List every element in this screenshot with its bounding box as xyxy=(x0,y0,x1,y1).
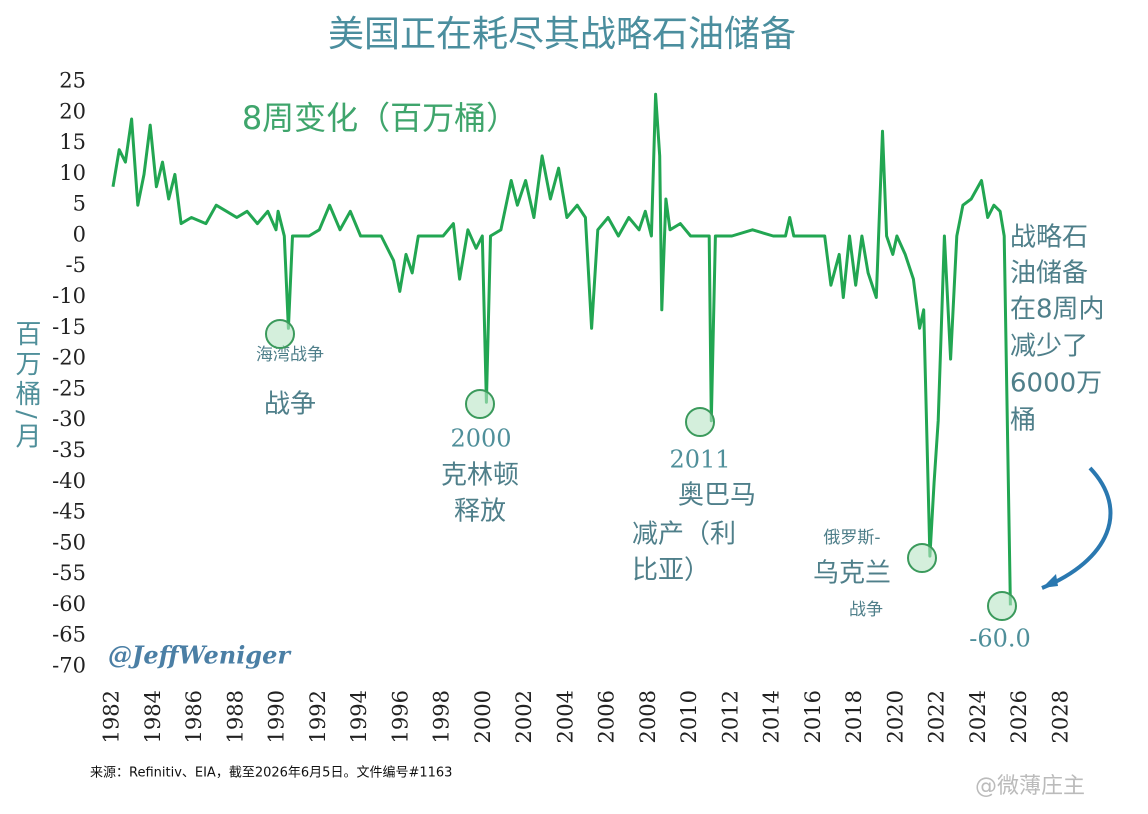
x-tick-label: 1998 xyxy=(430,690,454,743)
y-tick-label: 10 xyxy=(59,161,86,185)
y-axis-label: 百万桶/月 xyxy=(11,320,41,453)
y-tick-label: -60 xyxy=(52,592,86,616)
x-tick-label: 1990 xyxy=(265,690,289,743)
chart-title: 美国正在耗尽其战略石油储备 xyxy=(328,14,796,55)
data-line xyxy=(111,92,1012,606)
x-tick-label: 2010 xyxy=(677,690,701,743)
x-tick-label: 2028 xyxy=(1048,690,1072,743)
y-tick-label: -25 xyxy=(52,376,86,400)
annotation: 2000 xyxy=(450,425,511,453)
y-tick-label: -70 xyxy=(52,653,86,677)
x-tick-label: 2016 xyxy=(801,690,825,743)
x-tick-label: 2012 xyxy=(718,690,742,743)
highlight-circles xyxy=(265,319,1017,621)
x-tick-label: 2024 xyxy=(966,690,990,743)
x-tick-label: 2022 xyxy=(925,690,949,743)
x-tick-label: 2026 xyxy=(1007,690,1031,743)
y-tick-label: -30 xyxy=(52,407,86,431)
y-tick-label: 0 xyxy=(73,222,86,246)
y-tick-label: 5 xyxy=(73,192,86,216)
annotation: 克林顿 xyxy=(441,461,519,491)
source: 来源：Refinitiv、EIA，截至2026年6月5日。文件编号#1163 xyxy=(90,766,452,781)
handle: @JeffWeniger xyxy=(108,641,292,670)
annotation: 油储备 xyxy=(1010,259,1088,289)
annotation: 减少了 xyxy=(1010,332,1088,362)
y-tick-label: 20 xyxy=(59,99,86,123)
annotation: 比亚） xyxy=(632,556,710,586)
highlight-circle xyxy=(465,389,495,419)
annotation: -60.0 xyxy=(969,625,1031,653)
annotation: 奥巴马 xyxy=(678,481,756,511)
annotation: 战略石 xyxy=(1010,223,1088,253)
arrow xyxy=(1041,466,1113,590)
annotation: 俄罗斯- xyxy=(823,528,880,548)
annotation: 战争 xyxy=(849,600,883,620)
highlight-circle xyxy=(685,407,715,437)
watermark: @微薄庄主 xyxy=(975,774,1085,799)
annotation: 战争 xyxy=(264,390,316,420)
annotation: 桶 xyxy=(1010,406,1036,436)
chart-subtitle: 8周变化（百万桶） xyxy=(242,99,518,137)
x-tick-label: 2002 xyxy=(512,690,536,743)
x-tick-label: 1996 xyxy=(388,690,412,743)
x-tick-label: 1988 xyxy=(223,690,247,743)
annotation: 2011 xyxy=(669,446,730,474)
annotation: 释放 xyxy=(454,497,506,527)
x-tick-label: 2000 xyxy=(471,690,495,743)
y-tick-label: -65 xyxy=(52,623,86,647)
y-tick-label: -50 xyxy=(52,530,86,554)
x-tick-label: 2018 xyxy=(842,690,866,743)
y-tick-label: -40 xyxy=(52,469,86,493)
x-tick-label: 2006 xyxy=(595,690,619,743)
highlight-circle xyxy=(265,319,295,349)
x-tick-label: 1992 xyxy=(306,690,330,743)
annotation: 海湾战争 xyxy=(256,345,324,365)
y-tick-label: 15 xyxy=(59,130,86,154)
highlight-circle xyxy=(987,591,1017,621)
x-tick-label: 2008 xyxy=(636,690,660,743)
y-tick-label: -5 xyxy=(66,253,86,277)
annotation: 6000万 xyxy=(1010,369,1102,399)
y-tick-label: -10 xyxy=(52,284,86,308)
highlight-circle xyxy=(907,543,937,573)
y-tick-label: -45 xyxy=(52,500,86,524)
y-tick-label: 25 xyxy=(59,69,86,93)
annotation: 减产（利 xyxy=(632,520,736,550)
x-tick-label: 2020 xyxy=(883,690,907,743)
y-tick-label: -35 xyxy=(52,438,86,462)
arrow-head xyxy=(1042,574,1058,588)
y-tick-label: -20 xyxy=(52,346,86,370)
y-tick-label: -15 xyxy=(52,315,86,339)
x-tick-label: 1984 xyxy=(141,690,165,743)
x-tick-label: 1986 xyxy=(182,690,206,743)
x-tick-label: 2014 xyxy=(760,690,784,743)
x-tick-label: 1994 xyxy=(347,690,371,743)
x-tick-label: 2004 xyxy=(553,690,577,743)
annotation: 在8周内 xyxy=(1010,295,1105,325)
annotation: 乌克兰 xyxy=(813,559,891,589)
y-tick-label: -55 xyxy=(52,561,86,585)
x-tick-label: 1982 xyxy=(100,690,124,743)
